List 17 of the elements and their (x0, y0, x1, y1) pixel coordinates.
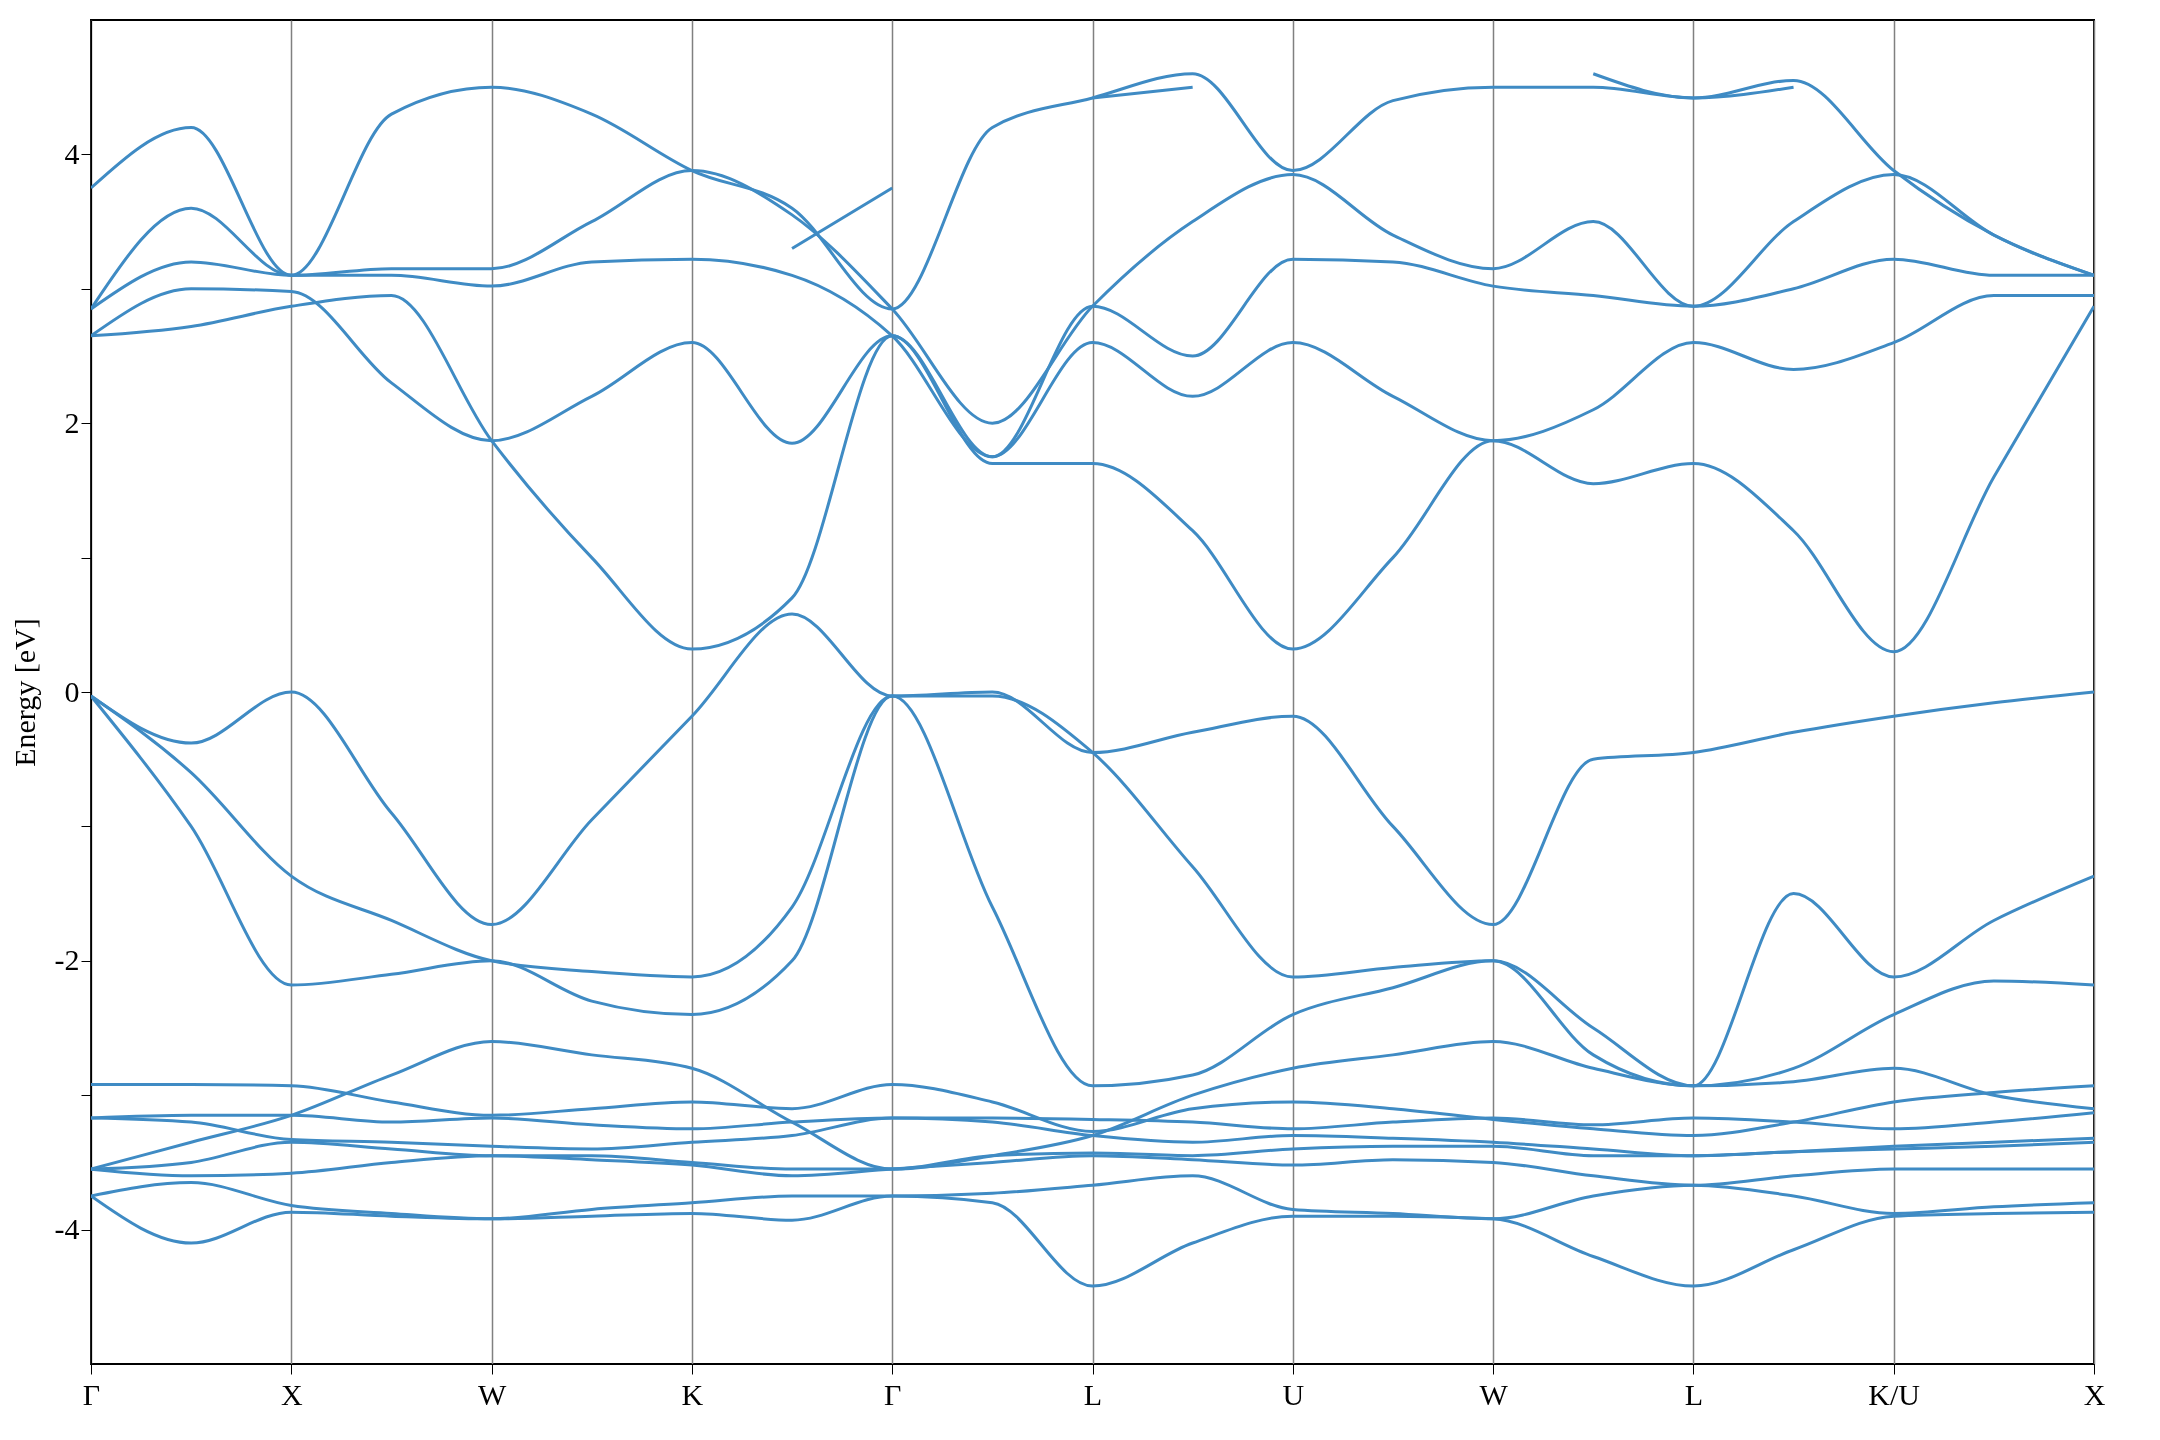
x-tick-label: Γ (82, 1377, 101, 1411)
x-tick-label: K (681, 1377, 704, 1411)
x-tick-label: L (1684, 1377, 1704, 1411)
y-tick-label: 0 (64, 674, 80, 708)
y-tick-label: -2 (54, 943, 80, 977)
y-axis-title: Energy [eV] (7, 618, 41, 767)
x-tick-label: Γ (884, 1377, 902, 1411)
y-tick-label: -4 (54, 1212, 80, 1246)
y-tick-label: 4 (64, 136, 80, 170)
x-tick-label: U (1282, 1377, 1305, 1411)
x-tick-label: L (1083, 1377, 1103, 1411)
x-tick-label: K/U (1868, 1377, 1921, 1411)
x-tick-label: W (1479, 1377, 1509, 1411)
y-tick-label: 2 (64, 405, 80, 439)
x-tick-label: X (280, 1377, 303, 1411)
x-tick-label: W (477, 1377, 507, 1411)
x-tick-label: X (2083, 1377, 2106, 1411)
